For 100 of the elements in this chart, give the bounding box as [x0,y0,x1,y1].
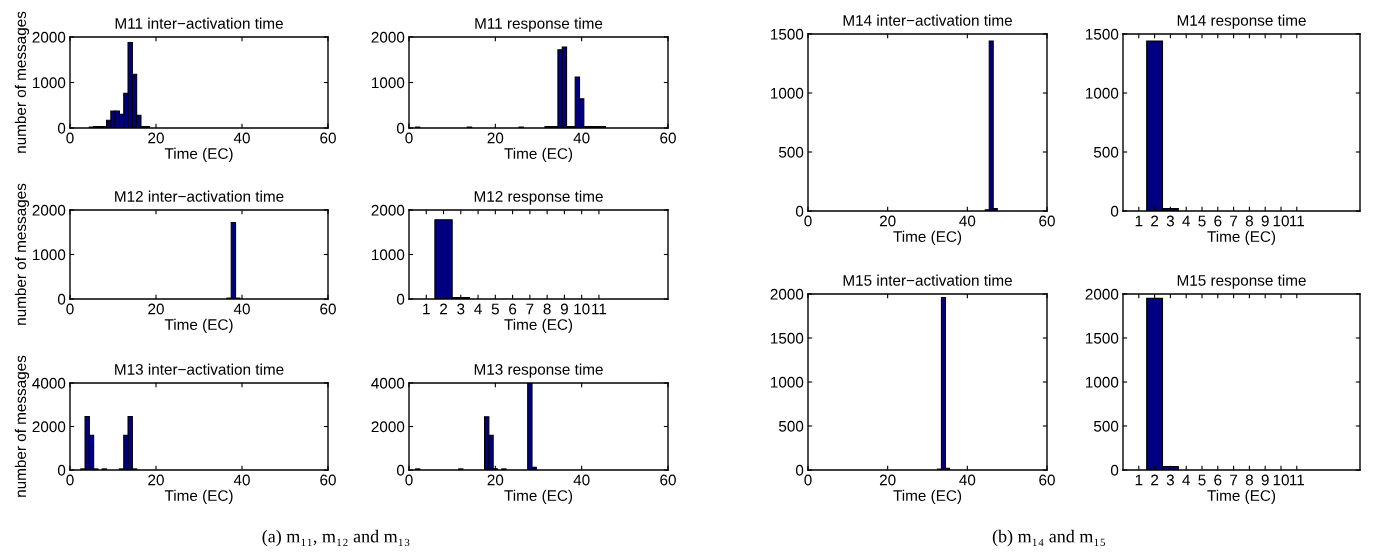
y-tick-label: 2000 [32,421,66,433]
y-tick-label: 500 [1093,420,1119,432]
y-axis-title: number of messages [14,183,30,325]
x-tick-label: 0 [804,474,812,486]
y-tick-label: 1000 [771,376,804,388]
x-axis-title: Time (EC) [504,318,573,334]
y-tick-label: 0 [57,293,66,305]
x-tick-label: 6 [1214,215,1222,227]
x-tick-label: 40 [959,474,976,486]
chart-title: M14 response time [1177,14,1306,29]
chart-title: M13 response time [474,363,603,378]
chart-title: M13 inter−activation time [115,363,284,375]
x-tick-label: 3 [1166,474,1174,486]
x-tick-label: 0 [804,215,812,227]
x-axis-title: Time (EC) [893,489,962,505]
x-tick-label: 6 [1214,474,1222,486]
x-tick-label: 60 [660,474,676,486]
x-tick-label: 20 [487,474,504,486]
x-tick-label: 2 [1151,474,1159,486]
x-tick-label: 0 [66,474,74,486]
x-tick-label: 3 [457,303,465,315]
x-tick-label: 9 [1261,215,1269,227]
x-axis-title: Time (EC) [504,147,573,163]
x-tick-label: 60 [660,132,676,144]
y-tick-label: 500 [1093,146,1119,158]
y-tick-label: 1000 [1086,87,1119,99]
y-tick-label: 2000 [371,31,405,43]
x-tick-label: 0 [66,132,74,144]
x-axis-title: Time (EC) [164,318,233,334]
chart-title: M11 response time [475,17,603,32]
x-tick-label: 11 [1290,215,1304,227]
y-tick-label: 0 [57,464,66,476]
x-tick-label: 3 [1166,215,1174,227]
x-tick-label: 20 [879,474,896,486]
y-tick-label: 0 [1110,205,1119,217]
x-axis-title: Time (EC) [893,230,962,246]
y-tick-label: 500 [778,420,804,432]
x-tick-label: 60 [320,132,336,144]
x-tick-label: 60 [320,303,336,315]
x-tick-label: 6 [509,303,517,315]
x-tick-label: 60 [320,474,336,486]
y-tick-label: 2000 [371,204,405,216]
y-tick-label: 2000 [32,204,66,216]
y-tick-label: 1000 [33,249,66,261]
text: (a) m₁₁, m₁₂ and m₁₃ [262,529,410,547]
x-tick-label: 8 [543,303,551,315]
y-tick-label: 2000 [1085,288,1119,300]
x-tick-label: 40 [573,474,590,486]
x-tick-label: 20 [487,132,504,144]
x-tick-label: 10 [574,303,590,315]
x-tick-label: 5 [1198,215,1206,227]
y-tick-label: 0 [396,464,405,476]
chart-title: M14 inter−activation time [843,14,1012,26]
x-tick-label: 9 [560,303,568,315]
x-tick-label: 2 [440,303,448,315]
x-tick-label: 1 [1135,474,1143,486]
y-tick-label: 0 [396,293,405,305]
y-tick-label: 4000 [32,377,66,389]
y-tick-label: 2000 [770,288,804,300]
y-tick-label: 2000 [32,31,66,43]
x-tick-label: 40 [573,132,590,144]
y-tick-label: 1000 [372,77,405,89]
x-tick-label: 10 [1273,474,1289,486]
y-tick-label: 1500 [1086,28,1119,40]
y-tick-label: 0 [795,464,804,476]
x-axis-title: Time (EC) [1207,489,1276,505]
text: (b) m₁₄ and m₁₅ [992,529,1105,547]
x-tick-label: 0 [66,303,74,315]
x-tick-label: 8 [1245,215,1253,227]
y-tick-label: 0 [1110,464,1119,476]
x-tick-label: 0 [405,132,413,144]
x-tick-label: 1 [423,303,430,315]
x-tick-label: 4 [1182,474,1190,486]
y-tick-label: 1000 [1086,376,1119,388]
chart-title: M15 inter−activation time [843,274,1012,286]
x-tick-label: 11 [1290,474,1304,486]
x-tick-label: 2 [1151,215,1159,227]
x-tick-label: 20 [879,215,896,227]
x-tick-label: 8 [1245,474,1253,486]
x-tick-label: 11 [592,303,607,315]
x-tick-label: 7 [526,303,534,315]
x-tick-label: 0 [405,474,413,486]
x-tick-label: 1 [1135,215,1143,227]
x-tick-label: 4 [1182,215,1190,227]
x-tick-label: 60 [1039,215,1055,227]
x-axis-title: Time (EC) [1207,230,1276,246]
y-tick-label: 1500 [1086,332,1119,344]
x-axis-title: Time (EC) [504,489,573,505]
y-tick-label: 0 [795,205,804,217]
x-tick-label: 7 [1230,215,1238,227]
x-axis-title: Time (EC) [164,147,233,163]
y-tick-label: 500 [778,146,804,158]
y-tick-label: 0 [396,122,405,134]
x-tick-label: 20 [148,132,164,144]
x-axis-title: Time (EC) [164,489,233,505]
chart-title: M15 response time [1177,274,1306,289]
x-tick-label: 60 [1039,474,1055,486]
y-tick-label: 4000 [371,377,405,389]
chart-title: M12 inter−activation time [115,190,284,202]
x-tick-label: 10 [1273,215,1289,227]
